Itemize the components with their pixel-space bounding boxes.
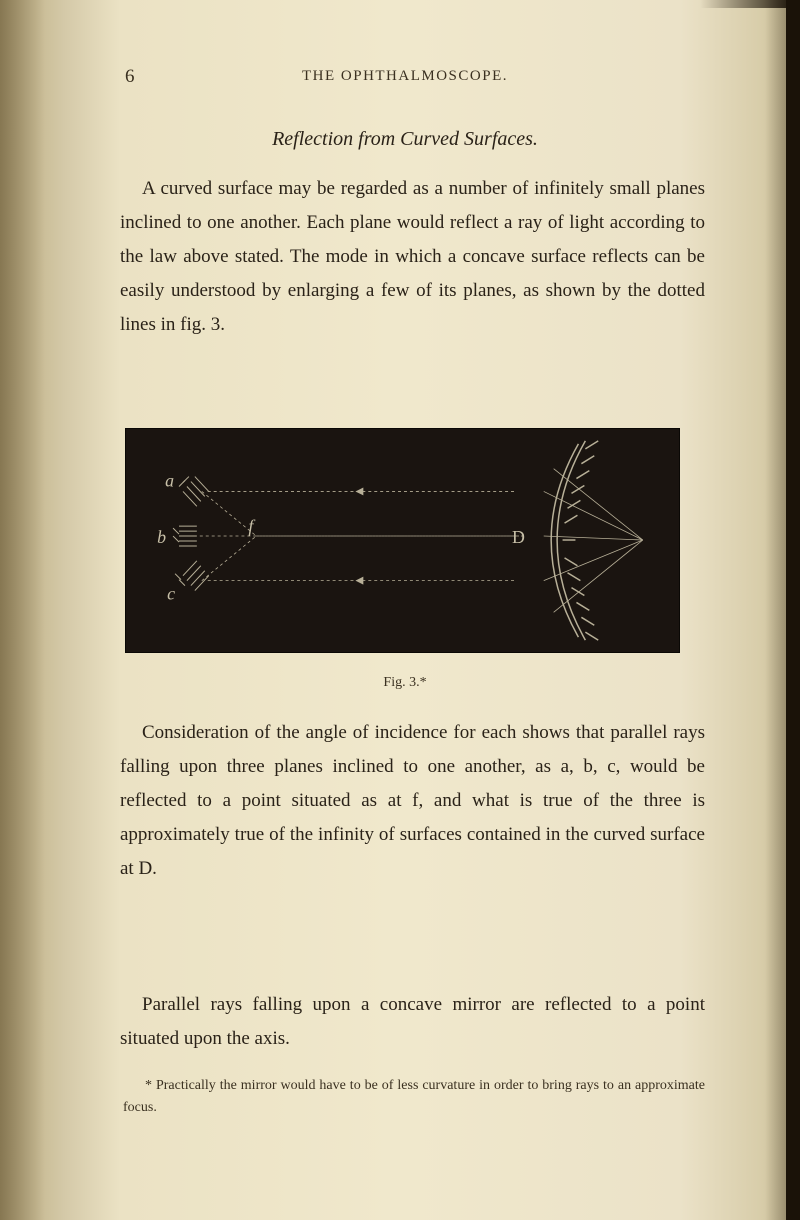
fig-label-D: D <box>512 527 525 547</box>
figure-3: a b c f D <box>125 428 680 653</box>
footnote: * Practically the mirror would have to b… <box>123 1075 705 1119</box>
fig-label-a: a <box>165 470 174 490</box>
page-content: 6 THE OPHTHALMOSCOPE. Reflection from Cu… <box>80 50 730 1170</box>
fig-label-f: f <box>248 516 255 536</box>
section-title: Reflection from Curved Surfaces. <box>80 128 730 151</box>
figure-caption: Fig. 3.* <box>80 675 730 691</box>
page-edge-top <box>700 0 800 8</box>
paragraph-1: A curved surface may be regarded as a nu… <box>120 172 705 342</box>
fig-label-c: c <box>167 583 175 603</box>
page-shadow-left <box>0 0 45 1220</box>
running-head: THE OPHTHALMOSCOPE. <box>80 68 730 85</box>
paragraph-3: Parallel rays falling upon a concave mir… <box>120 988 705 1056</box>
page-edge-right <box>786 0 800 1220</box>
fig-label-b: b <box>157 527 166 547</box>
paragraph-2: Consideration of the angle of incidence … <box>120 716 705 886</box>
